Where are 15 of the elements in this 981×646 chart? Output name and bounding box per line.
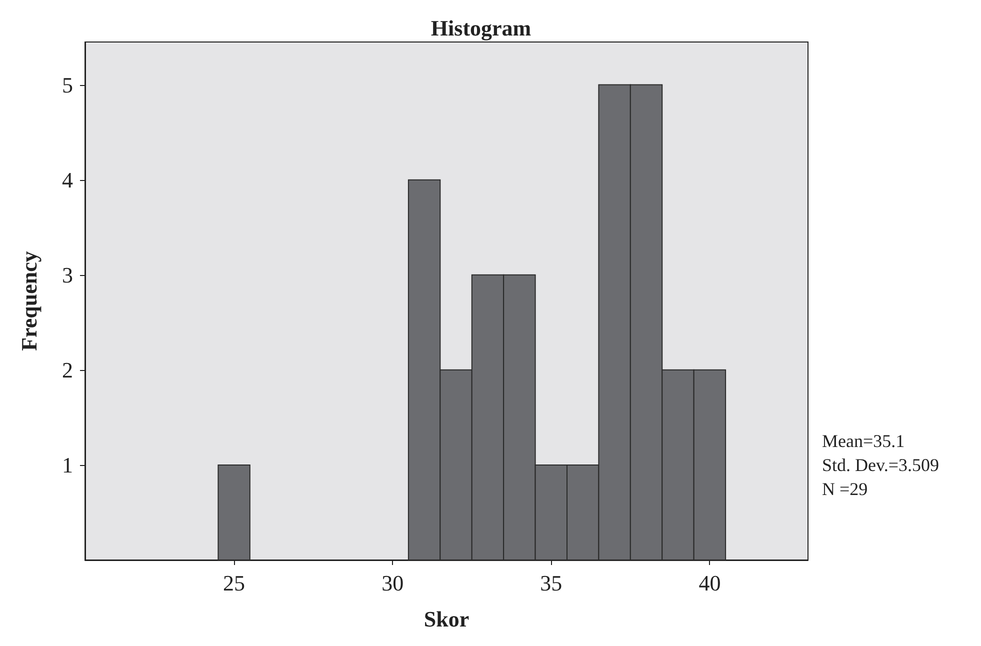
y-axis-title: Frequency (16, 251, 42, 351)
text: Std. Dev.=3.509 (822, 455, 939, 475)
y-tick-label: 5 (62, 72, 73, 98)
x-tick-label: 25 (223, 570, 246, 596)
x-tick-label: 30 (382, 570, 404, 596)
x-tick-label: 40 (698, 570, 721, 596)
text: N =29 (822, 479, 868, 499)
y-tick-label: 1 (62, 452, 73, 478)
text: Mean=35.1 (822, 431, 905, 451)
x-tick-label: 35 (540, 570, 562, 596)
x-axis-title: Skor (424, 606, 470, 632)
y-tick-label: 4 (62, 167, 73, 192)
y-tick-label: 2 (62, 357, 73, 382)
y-tick-label: 3 (62, 262, 73, 288)
chart-title: Histogram (430, 16, 532, 40)
